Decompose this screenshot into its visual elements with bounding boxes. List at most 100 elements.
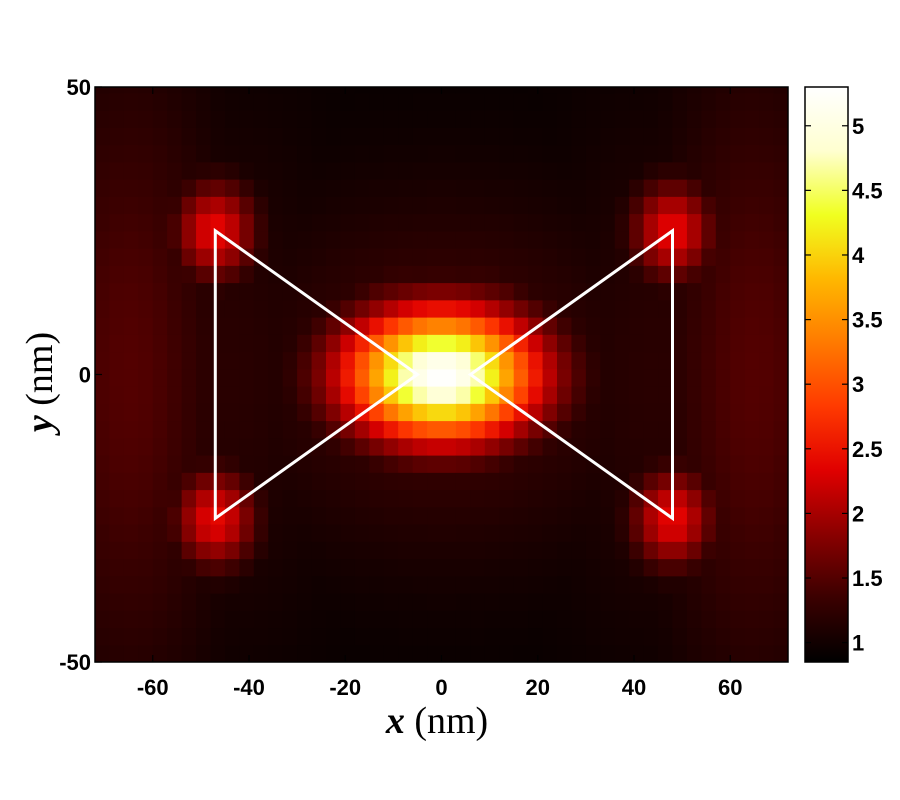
- heatmap-cell: [95, 627, 111, 646]
- heatmap-cell: [152, 575, 168, 594]
- heatmap-cell: [513, 644, 529, 662]
- heatmap-cell: [354, 144, 370, 163]
- heatmap-cell: [311, 541, 327, 560]
- heatmap-cell: [658, 179, 674, 197]
- heatmap-cell: [744, 144, 760, 163]
- heatmap-cell: [643, 472, 659, 491]
- heatmap-cell: [629, 524, 645, 542]
- heatmap-cell: [715, 161, 731, 180]
- heatmap-cell: [369, 627, 385, 646]
- right-triangle-outline: [467, 227, 674, 522]
- heatmap-cell: [282, 265, 298, 284]
- heatmap-cell: [354, 593, 370, 611]
- heatmap-cell: [744, 92, 760, 111]
- heatmap-cell: [268, 161, 284, 180]
- heatmap-cell: [326, 386, 342, 404]
- heatmap-cell: [658, 627, 674, 646]
- heatmap-cell: [354, 196, 370, 215]
- heatmap-cell: [152, 87, 168, 94]
- heatmap-cell: [759, 610, 775, 629]
- heatmap-cell: [701, 541, 717, 560]
- heatmap-cell: [701, 196, 717, 215]
- x-tick-label: -40: [233, 675, 265, 700]
- heatmap-cell: [123, 230, 139, 249]
- heatmap-cell: [196, 386, 212, 404]
- heatmap-cell: [239, 87, 255, 94]
- heatmap-cell: [152, 644, 168, 662]
- heatmap-cell: [600, 161, 616, 180]
- heatmap-cell: [701, 524, 717, 542]
- heatmap-cell: [557, 644, 573, 662]
- heatmap-cell: [253, 213, 269, 232]
- heatmap-cell: [152, 110, 168, 128]
- heatmap-cell: [499, 437, 515, 456]
- heatmap-cell: [369, 437, 385, 456]
- heatmap-cell: [614, 575, 630, 594]
- heatmap-cell: [138, 403, 154, 422]
- heatmap-cell: [152, 317, 168, 335]
- heatmap-cell: [484, 196, 500, 215]
- heatmap-cell: [744, 334, 760, 353]
- heatmap-cell: [470, 506, 486, 525]
- heatmap-cell: [600, 351, 616, 370]
- heatmap-cell: [686, 541, 702, 560]
- heatmap-cell: [268, 351, 284, 370]
- heatmap-cell: [167, 92, 183, 111]
- heatmap-cell: [455, 386, 471, 404]
- heatmap-cell: [297, 403, 313, 422]
- heatmap-cell: [297, 506, 313, 525]
- heatmap-cell: [398, 265, 414, 284]
- heatmap-cell: [282, 575, 298, 594]
- heatmap-cell: [658, 213, 674, 232]
- heatmap-cell: [730, 558, 746, 577]
- heatmap-cell: [123, 179, 139, 197]
- heatmap-cell: [383, 87, 399, 94]
- heatmap-cell: [470, 403, 486, 422]
- heatmap-cell: [109, 644, 125, 662]
- colorbar-tick-label: 4.5: [852, 178, 883, 203]
- heatmap-cell: [253, 351, 269, 370]
- heatmap-cell: [686, 472, 702, 491]
- heatmap-cell: [224, 127, 240, 146]
- heatmap-cell: [152, 437, 168, 456]
- heatmap-cell: [196, 317, 212, 335]
- heatmap-cell: [542, 334, 558, 353]
- heatmap-cell: [701, 644, 717, 662]
- heatmap-cell: [513, 472, 529, 491]
- heatmap-cell: [398, 644, 414, 662]
- heatmap-cell: [455, 437, 471, 456]
- heatmap-cell: [643, 541, 659, 560]
- heatmap-cell: [239, 127, 255, 146]
- heatmap-cell: [196, 420, 212, 439]
- heatmap-cell: [715, 489, 731, 508]
- heatmap-cell: [557, 351, 573, 370]
- heatmap-cell: [744, 644, 760, 662]
- heatmap-cell: [513, 110, 529, 128]
- heatmap-cell: [441, 282, 457, 301]
- heatmap-cell: [542, 351, 558, 370]
- heatmap-cell: [412, 524, 428, 542]
- heatmap-cell: [686, 110, 702, 128]
- heatmap-cell: [196, 179, 212, 197]
- heatmap-cell: [499, 627, 515, 646]
- heatmap-cell: [773, 386, 788, 404]
- heatmap-cell: [600, 110, 616, 128]
- heatmap-cell: [181, 248, 197, 266]
- heatmap-cell: [398, 420, 414, 439]
- heatmap-cell: [585, 524, 601, 542]
- heatmap-cell: [412, 144, 428, 163]
- heatmap-cell: [354, 506, 370, 525]
- heatmap-cell: [181, 334, 197, 353]
- heatmap-cell: [614, 403, 630, 422]
- heatmap-cell: [441, 524, 457, 542]
- heatmap-cell: [571, 403, 587, 422]
- heatmap-cell: [109, 299, 125, 318]
- heatmap-cell: [455, 110, 471, 128]
- heatmap-cell: [95, 575, 111, 594]
- heatmap-cell: [759, 524, 775, 542]
- heatmap-cell: [427, 575, 443, 594]
- heatmap-cell: [138, 351, 154, 370]
- heatmap-cell: [268, 196, 284, 215]
- heatmap-cell: [499, 472, 515, 491]
- heatmap-cell: [600, 213, 616, 232]
